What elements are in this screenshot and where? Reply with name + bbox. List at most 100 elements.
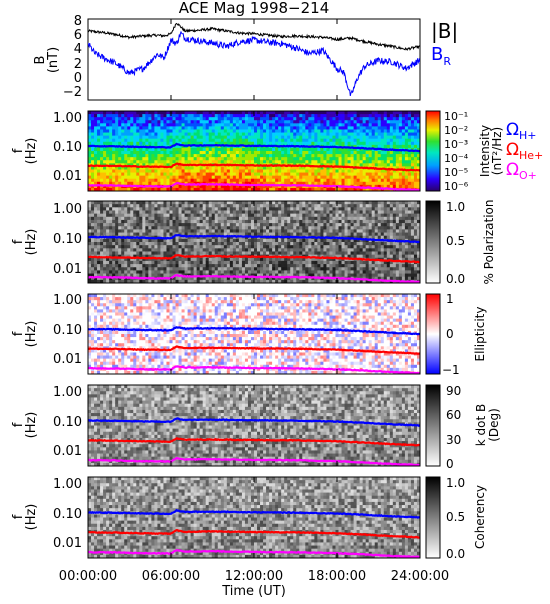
legend-o-plus: ΩO+ xyxy=(506,160,537,182)
intensity-yticks: 1.00 0.10 0.01 xyxy=(53,111,82,184)
ellipticity-colorbar-tick: −1 xyxy=(442,363,460,377)
kdotb-panel: 1.00 0.10 0.01 f (Hz) 90 60 30 0 k dot B… xyxy=(11,384,501,471)
polarization-colorbar-tick: 0.0 xyxy=(446,272,465,286)
x-tick-label: 18:00:00 xyxy=(308,569,366,584)
coherency-colorbar-tick: 0.5 xyxy=(446,510,465,524)
legend-total-field: |B| xyxy=(431,19,458,43)
field-panel-frame xyxy=(88,19,420,100)
polarization-panel: 1.00 0.10 0.01 f (Hz) 1.0 0.5 0.0 % Pola… xyxy=(11,200,496,286)
field-ytick: 4 xyxy=(74,42,82,57)
ellipticity-colorbar xyxy=(426,294,440,374)
polarization-yticks: 1.00 0.10 0.01 xyxy=(53,202,82,277)
kdotb-ytick: 0.10 xyxy=(53,415,82,430)
legend-h-plus-sub: H+ xyxy=(519,129,537,142)
kdotb-colorbar-ticks: 90 60 30 0 xyxy=(446,384,461,471)
ellipticity-ytick: 0.10 xyxy=(53,323,82,338)
intensity-panel: 1.00 0.10 0.01 f (Hz) 10⁻¹ 10⁻² 10⁻³ 10⁻… xyxy=(11,110,543,193)
ellipticity-colorbar-tick: 1 xyxy=(446,292,454,306)
x-tick-label: 06:00:00 xyxy=(142,569,200,584)
coherency-panel: 1.00 0.10 0.01 f (Hz) 1.0 0.5 0.0 Cohere… xyxy=(11,476,487,561)
legend-he-plus-sub: He+ xyxy=(519,149,543,162)
polarization-colorbar-label: % Polarization xyxy=(482,200,496,285)
kdotb-yunit: (Hz) xyxy=(24,412,39,439)
intensity-colorbar-tick: 10⁻⁵ xyxy=(444,166,468,179)
coherency-ytick: 0.01 xyxy=(53,536,82,551)
kdotb-colorbar-tick: 60 xyxy=(446,408,461,422)
polarization-colorbar xyxy=(426,201,440,283)
x-tick-label: 24:00:00 xyxy=(391,569,449,584)
intensity-yunit: (Hz) xyxy=(24,138,39,165)
kdotb-colorbar xyxy=(426,385,440,466)
kdotb-ytick: 0.01 xyxy=(53,444,82,459)
x-axis-label: Time (UT) xyxy=(221,584,286,599)
field-ytick: 6 xyxy=(74,28,82,43)
kdotb-colorbar-unit: (Deg) xyxy=(487,408,501,442)
kdotb-colorbar-label: k dot B xyxy=(474,404,488,446)
legend-he-plus-base: Ω xyxy=(506,140,519,160)
polarization-ytick: 0.01 xyxy=(53,262,82,277)
polarization-colorbar-tick: 1.0 xyxy=(446,200,465,214)
coherency-yunit: (Hz) xyxy=(24,504,39,531)
ellipticity-image xyxy=(88,294,420,374)
field-panel: 8 6 4 2 0 −2 B (nT) |B| BR xyxy=(33,14,458,100)
ellipticity-colorbar-label: Ellipticity xyxy=(473,307,487,362)
ellipticity-yticks: 1.00 0.10 0.01 xyxy=(53,293,82,367)
intensity-colorbar-ticks: 10⁻¹ 10⁻² 10⁻³ 10⁻⁴ 10⁻⁵ 10⁻⁶ xyxy=(444,110,469,193)
ellipticity-panel: 1.00 0.10 0.01 f (Hz) 1 0 −1 Ellipticity xyxy=(11,292,487,377)
kdotb-colorbar-tick: 0 xyxy=(446,457,454,471)
x-tick-label: 00:00:00 xyxy=(59,569,117,584)
polarization-image xyxy=(88,201,420,283)
field-ytick: −2 xyxy=(63,85,82,100)
intensity-colorbar-tick: 10⁻² xyxy=(444,124,468,137)
ellipticity-ytick: 1.00 xyxy=(53,293,82,308)
kdotb-colorbar-tick: 90 xyxy=(446,384,461,398)
kdotb-colorbar-tick: 30 xyxy=(446,433,461,447)
coherency-colorbar-tick: 1.0 xyxy=(446,476,465,490)
polarization-colorbar-ticks: 1.0 0.5 0.0 xyxy=(446,200,465,286)
intensity-ytick: 0.10 xyxy=(53,140,82,155)
field-ytick: 0 xyxy=(74,71,82,86)
legend-radial-sub: R xyxy=(443,55,451,68)
legend-o-plus-sub: O+ xyxy=(519,169,537,182)
kdotb-image xyxy=(88,385,420,466)
ellipticity-colorbar-tick: 0 xyxy=(446,327,454,341)
ellipticity-ytick: 0.01 xyxy=(53,352,82,367)
coherency-ytick: 0.10 xyxy=(53,507,82,522)
coherency-colorbar xyxy=(426,477,440,558)
polarization-colorbar-tick: 0.5 xyxy=(446,234,465,248)
intensity-colorbar-unit: (nT²/Hz) xyxy=(490,127,504,175)
polarization-ytick: 0.10 xyxy=(53,232,82,247)
intensity-colorbar-tick: 10⁻³ xyxy=(444,138,468,151)
field-yunit: (nT) xyxy=(46,47,61,73)
coherency-yticks: 1.00 0.10 0.01 xyxy=(53,477,82,551)
coherency-ytick: 1.00 xyxy=(53,477,82,492)
polarization-yunit: (Hz) xyxy=(24,229,39,256)
kdotb-ytick: 1.00 xyxy=(53,385,82,400)
intensity-ytick: 1.00 xyxy=(53,111,82,126)
intensity-colorbar-tick: 10⁻¹ xyxy=(444,110,468,123)
coherency-colorbar-label: Coherency xyxy=(473,485,487,549)
plot-title: ACE Mag 1998−214 xyxy=(179,0,330,17)
intensity-colorbar-tick: 10⁻⁴ xyxy=(444,152,469,165)
legend-he-plus: ΩHe+ xyxy=(506,140,543,162)
ellipticity-yunit: (Hz) xyxy=(24,321,39,348)
intensity-colorbar xyxy=(426,111,440,191)
intensity-colorbar-tick: 10⁻⁶ xyxy=(444,180,469,193)
legend-radial-base: B xyxy=(431,44,443,65)
kdotb-yticks: 1.00 0.10 0.01 xyxy=(53,385,82,459)
intensity-image xyxy=(88,111,420,191)
ellipticity-colorbar-ticks: 1 0 −1 xyxy=(442,292,460,377)
intensity-ytick: 0.01 xyxy=(53,169,82,184)
polarization-ytick: 1.00 xyxy=(53,202,82,217)
legend-h-plus: ΩH+ xyxy=(506,120,537,142)
coherency-colorbar-ticks: 1.0 0.5 0.0 xyxy=(446,476,465,561)
field-ytick: 2 xyxy=(74,57,82,72)
legend-radial-field: BR xyxy=(431,44,451,68)
coherency-colorbar-tick: 0.0 xyxy=(446,547,465,561)
coherency-image xyxy=(88,477,420,558)
field-ytick: 8 xyxy=(74,14,82,29)
field-yticks: 8 6 4 2 0 −2 xyxy=(63,14,82,100)
legend-o-plus-base: Ω xyxy=(506,160,519,180)
x-tick-label: 12:00:00 xyxy=(225,569,283,584)
